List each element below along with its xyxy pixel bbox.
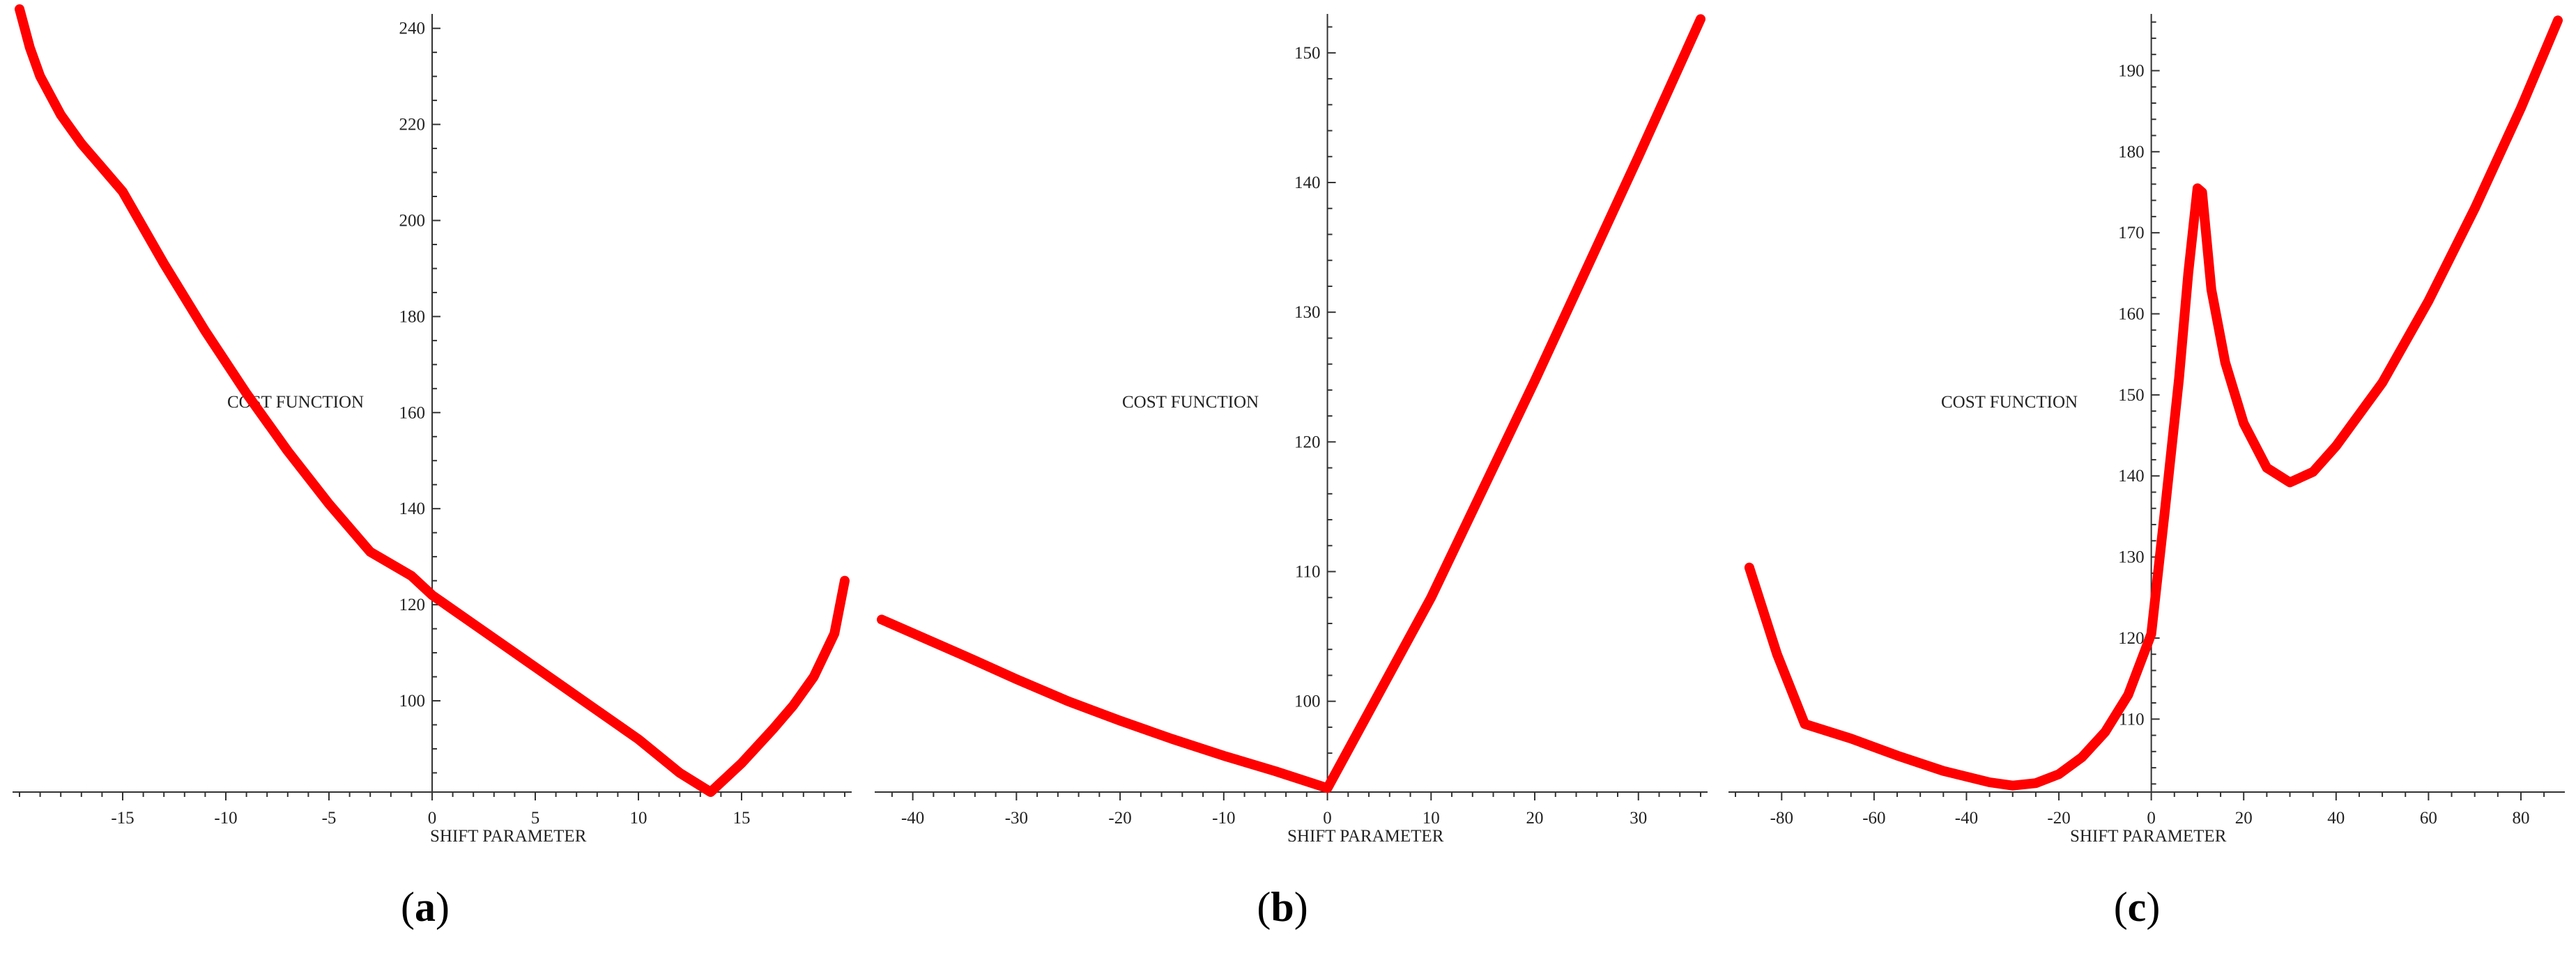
panel-label: (a) [401,884,450,930]
y-tick-label: 130 [1294,303,1321,322]
x-axis-title: SHIFT PARAMETER [2070,827,2227,846]
x-tick-label: 20 [2235,809,2253,828]
x-tick-label: 30 [1630,809,1647,828]
y-tick-label: 110 [2119,710,2145,729]
x-tick-label: 40 [2327,809,2345,828]
x-tick-label: -20 [1108,809,1131,828]
y-tick-label: 190 [2118,61,2145,80]
x-axis-title: SHIFT PARAMETER [430,827,587,846]
x-tick-label: -40 [1955,809,1978,828]
y-tick-label: 170 [2118,224,2145,242]
panel-label: (c) [2114,884,2161,930]
y-tick-label: 240 [399,20,426,38]
y-tick-label: 140 [2118,467,2145,486]
y-axis-title: COST FUNCTION [1122,393,1259,412]
panel-label: (b) [1257,884,1308,930]
x-tick-label: -10 [1212,809,1235,828]
x-tick-label: -10 [214,809,237,828]
x-axis-title: SHIFT PARAMETER [1287,827,1444,846]
x-tick-label: 20 [1526,809,1544,828]
x-tick-label: -40 [901,809,924,828]
x-tick-label: 80 [2512,809,2529,828]
series-line [15,4,850,797]
x-tick-label: 10 [630,809,647,828]
x-tick-label: 0 [2147,809,2156,828]
y-tick-label: 180 [399,307,426,326]
y-tick-label: 220 [399,116,426,134]
chart-panel-c: -80 -60 -40 -20 0 20 40 60 80 110 120 130 140 150 160 1… [1728,14,2565,930]
y-tick-label: 120 [399,596,426,614]
y-tick-label: 100 [399,692,426,711]
y-tick-label: 120 [2118,629,2145,648]
y-tick-label: 160 [399,403,426,422]
x-tick-label: -5 [322,809,337,828]
y-tick-label: 130 [2118,548,2145,567]
y-tick-label: 160 [2118,305,2145,324]
x-tick-label: 5 [531,809,540,828]
x-tick-label: -80 [1770,809,1793,828]
x-tick-label: -60 [1862,809,1885,828]
chart-panel-b: -40 -30 -20 -10 0 10 20 30 100 110 120 130 140 150 COS… [875,14,1708,930]
y-tick-label: 120 [1294,433,1321,451]
x-tick-label: -20 [2047,809,2070,828]
y-tick-label: 140 [399,499,426,518]
y-axis-title: COST FUNCTION [1941,393,2078,412]
y-tick-label: 150 [1294,44,1321,63]
y-tick-label: 180 [2118,143,2145,162]
x-tick-label: -30 [1005,809,1028,828]
chart-panel-a: -15 -10 -5 0 5 10 15100120140160180200220240CO… [13,4,852,930]
x-tick-label: 15 [733,809,751,828]
y-tick-label: 110 [1295,563,1321,582]
x-tick-label: 60 [2420,809,2437,828]
y-tick-label: 100 [1294,692,1321,711]
series-line [1744,15,2563,791]
y-tick-label: 150 [2118,386,2145,405]
x-tick-label: 0 [428,809,437,828]
x-tick-label: -15 [111,809,134,828]
series-line [877,14,1705,793]
y-tick-label: 140 [1294,173,1321,192]
x-tick-label: 10 [1423,809,1440,828]
x-tick-label: 0 [1323,809,1332,828]
y-tick-label: 200 [399,211,426,230]
